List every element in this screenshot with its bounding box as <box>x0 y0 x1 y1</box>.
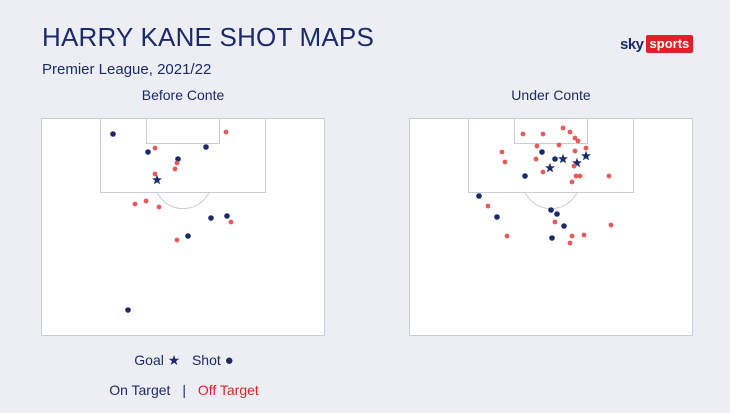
shot-dot-35 <box>549 235 555 241</box>
shot-dot-7 <box>534 143 540 149</box>
shot-map-under-conte <box>409 118 693 336</box>
shot-dot-6 <box>499 149 505 155</box>
shot-dot-0 <box>520 131 526 137</box>
shot-dot-15 <box>228 219 234 225</box>
shot-dot-33 <box>608 222 614 228</box>
shot-dot-6 <box>174 160 180 166</box>
six-yard-box <box>514 118 588 144</box>
shot-dot-32 <box>561 223 567 229</box>
shot-dot-2 <box>145 149 151 155</box>
shot-dot-4 <box>203 144 209 150</box>
shot-dot-29 <box>554 211 560 217</box>
shot-dot-25 <box>606 173 612 179</box>
shot-dot-5 <box>575 138 581 144</box>
legend-on-target: On Target <box>109 382 171 398</box>
penalty-arc <box>156 192 210 210</box>
shot-dot-3 <box>567 129 573 135</box>
shot-dot-36 <box>569 233 575 239</box>
shot-dot-27 <box>485 203 491 209</box>
shot-dot-24 <box>569 179 575 185</box>
shot-dot-14 <box>224 213 230 219</box>
page-subtitle: Premier League, 2021/22 <box>42 61 212 78</box>
shot-dot-8 <box>539 149 545 155</box>
shot-dot-1 <box>223 129 229 135</box>
shot-dot-28 <box>548 207 554 213</box>
goal-star-9 <box>152 174 162 185</box>
shot-dot-34 <box>504 233 510 239</box>
shot-dot-5 <box>175 156 181 162</box>
legend-shot-dot-icon: ● <box>224 352 234 369</box>
shot-dot-31 <box>552 219 558 225</box>
pitch-background <box>409 118 693 336</box>
shot-map-before-conte <box>41 118 325 336</box>
pitch-background <box>41 118 325 336</box>
shot-dot-26 <box>476 193 482 199</box>
shot-dot-1 <box>540 131 546 137</box>
shot-dot-21 <box>522 173 528 179</box>
shot-dot-19 <box>571 163 577 169</box>
shot-dot-7 <box>172 166 178 172</box>
legend-target: On Target | Off Target <box>0 382 368 398</box>
shot-dot-18 <box>125 307 131 313</box>
shot-dot-0 <box>110 131 116 137</box>
shot-dot-4 <box>572 135 578 141</box>
shot-dot-2 <box>560 125 566 131</box>
shot-dot-12 <box>502 159 508 165</box>
legend-shot-label: Shot <box>191 352 221 368</box>
shot-dot-8 <box>152 171 158 177</box>
legend-off-target: Off Target <box>197 382 259 398</box>
shot-dot-11 <box>132 201 138 207</box>
shot-dot-37 <box>581 232 587 238</box>
shot-dot-13 <box>208 215 214 221</box>
shot-dot-10 <box>572 148 578 154</box>
shot-dot-23 <box>577 173 583 179</box>
shot-dot-12 <box>156 204 162 210</box>
sky-sports-logo: sky sports <box>620 35 694 53</box>
panel-title-under: Under Conte <box>511 87 591 103</box>
six-yard-box <box>146 118 220 144</box>
logo-sports-text: sports <box>645 35 694 53</box>
shot-dot-14 <box>552 156 558 162</box>
legend-shape: Goal ★ Shot ● <box>0 352 368 369</box>
shot-dot-38 <box>567 240 573 246</box>
page-title: HARRY KANE SHOT MAPS <box>42 22 374 52</box>
shot-dot-3 <box>152 145 158 151</box>
shot-dot-17 <box>174 237 180 243</box>
goal-star-15 <box>558 153 568 164</box>
shot-dot-10 <box>143 198 149 204</box>
goal-star-16 <box>572 157 582 168</box>
shot-dot-9 <box>556 142 562 148</box>
shot-dot-30 <box>494 214 500 220</box>
goal-star-17 <box>581 150 591 161</box>
legend-goal-label: Goal <box>134 352 164 368</box>
legend-goal-star-icon: ★ <box>167 352 181 368</box>
goal-star-18 <box>545 162 555 173</box>
logo-sky-text: sky <box>620 35 644 53</box>
shot-dot-16 <box>185 233 191 239</box>
shot-dot-20 <box>540 169 546 175</box>
shot-dot-22 <box>573 173 579 179</box>
shot-dot-13 <box>533 156 539 162</box>
legend-separator: | <box>182 382 186 398</box>
panel-title-before: Before Conte <box>141 87 225 103</box>
shot-dot-11 <box>583 145 589 151</box>
